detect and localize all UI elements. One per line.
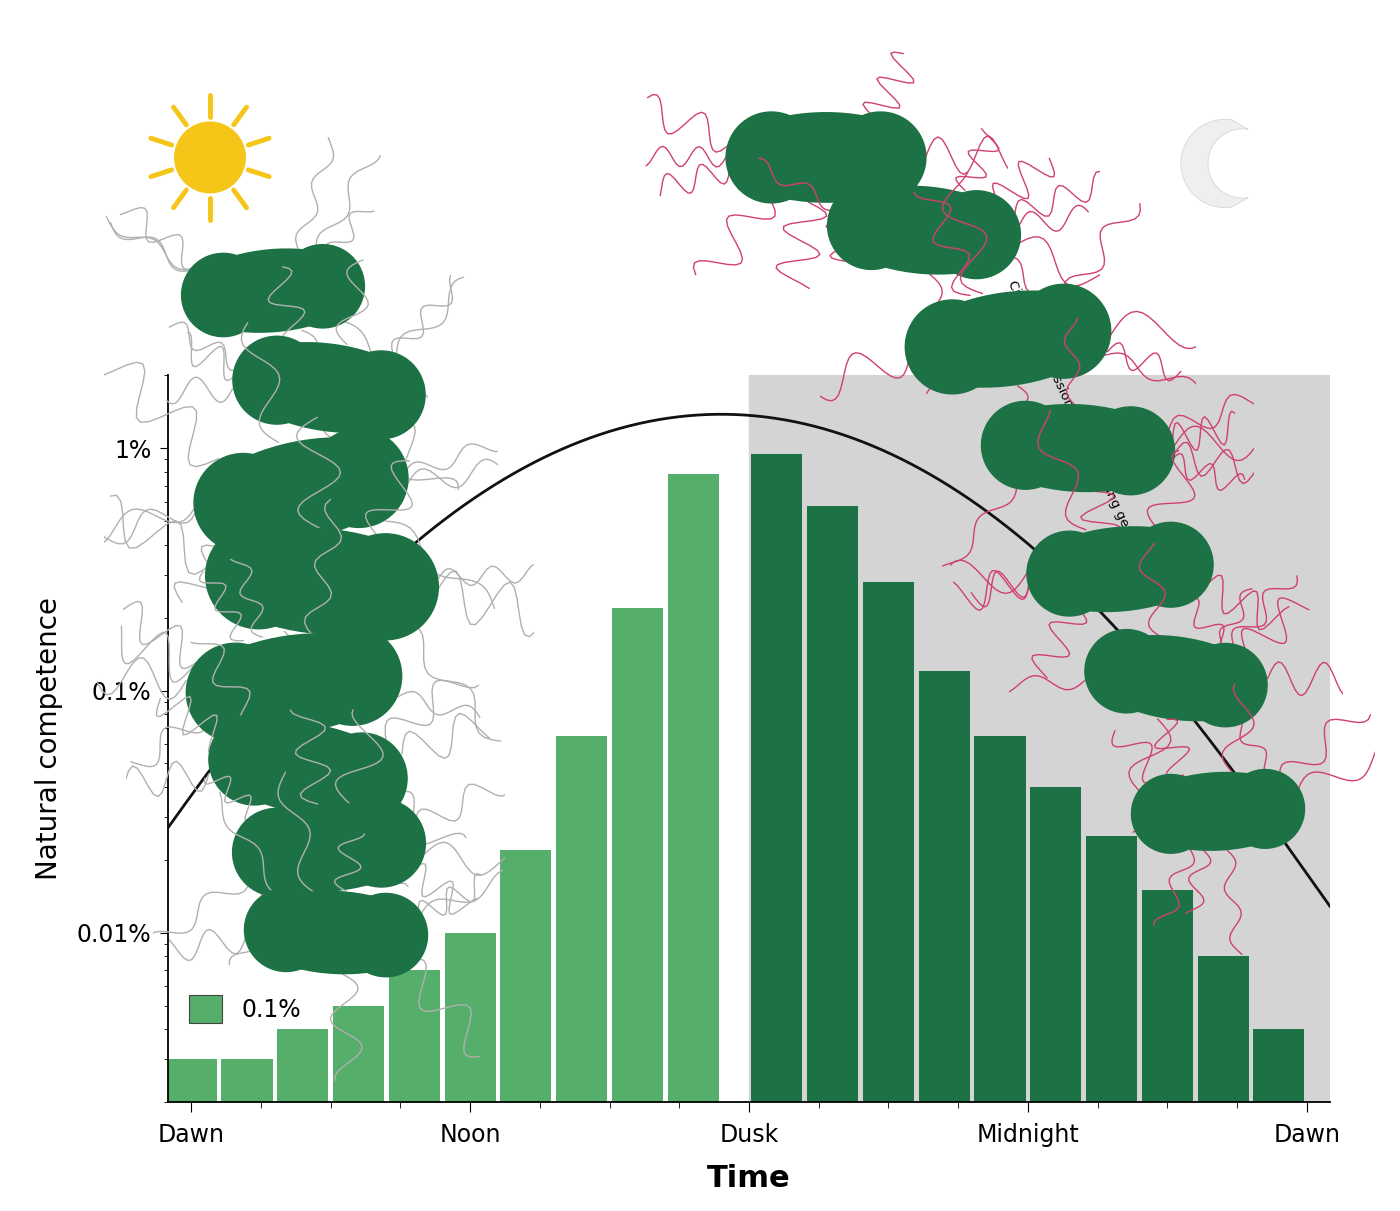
Circle shape xyxy=(1086,407,1175,495)
Circle shape xyxy=(727,113,818,203)
Circle shape xyxy=(209,714,300,805)
Polygon shape xyxy=(1182,120,1247,207)
Circle shape xyxy=(1016,285,1110,378)
Circle shape xyxy=(1028,532,1112,616)
Bar xyxy=(806,506,858,1211)
Bar xyxy=(862,582,914,1211)
Ellipse shape xyxy=(206,528,438,635)
Circle shape xyxy=(834,113,925,203)
Circle shape xyxy=(281,245,364,328)
Circle shape xyxy=(232,337,321,424)
Circle shape xyxy=(206,523,312,629)
Bar xyxy=(500,850,552,1211)
X-axis label: Time: Time xyxy=(707,1164,791,1193)
Circle shape xyxy=(232,809,321,896)
Ellipse shape xyxy=(232,803,426,893)
Circle shape xyxy=(932,191,1021,279)
Circle shape xyxy=(344,894,427,977)
Circle shape xyxy=(182,253,265,337)
Ellipse shape xyxy=(1028,526,1212,613)
Bar xyxy=(1086,837,1137,1211)
Bar xyxy=(752,454,802,1211)
Ellipse shape xyxy=(906,291,1110,388)
Bar xyxy=(918,671,970,1211)
Ellipse shape xyxy=(245,890,427,975)
Bar xyxy=(1142,890,1193,1211)
Text: Circadian expression of dusk peaking genes: Circadian expression of dusk peaking gen… xyxy=(1005,279,1141,550)
Bar xyxy=(668,475,718,1211)
Ellipse shape xyxy=(727,113,925,203)
Bar xyxy=(1253,1029,1305,1211)
Ellipse shape xyxy=(182,248,364,333)
Circle shape xyxy=(337,351,426,438)
Y-axis label: Natural competence: Natural competence xyxy=(35,597,63,880)
Bar xyxy=(221,1060,273,1211)
Ellipse shape xyxy=(1131,771,1305,851)
Ellipse shape xyxy=(1085,635,1267,722)
Circle shape xyxy=(309,429,407,527)
Bar xyxy=(389,970,440,1211)
Circle shape xyxy=(175,122,245,193)
Bar xyxy=(556,736,608,1211)
Circle shape xyxy=(1226,769,1305,848)
Legend: 0.1%: 0.1% xyxy=(179,986,311,1032)
Circle shape xyxy=(186,643,284,741)
Circle shape xyxy=(1184,643,1267,727)
Circle shape xyxy=(195,454,293,552)
Bar xyxy=(333,1005,384,1211)
Circle shape xyxy=(981,401,1070,489)
Bar xyxy=(165,1060,217,1211)
Ellipse shape xyxy=(827,185,1021,275)
Circle shape xyxy=(1085,630,1168,713)
Circle shape xyxy=(316,733,407,823)
Circle shape xyxy=(1128,522,1212,607)
Circle shape xyxy=(1131,775,1210,854)
Ellipse shape xyxy=(981,404,1175,492)
Bar xyxy=(277,1029,329,1211)
Circle shape xyxy=(245,888,328,971)
Circle shape xyxy=(906,300,1000,394)
Circle shape xyxy=(337,799,426,886)
Ellipse shape xyxy=(234,342,424,434)
Ellipse shape xyxy=(186,633,402,735)
Circle shape xyxy=(332,534,438,639)
Bar xyxy=(974,736,1026,1211)
Ellipse shape xyxy=(209,721,407,817)
Bar xyxy=(612,608,664,1211)
Bar xyxy=(1197,957,1249,1211)
Ellipse shape xyxy=(195,437,407,544)
Bar xyxy=(749,375,1330,1102)
Bar xyxy=(1030,787,1081,1211)
Circle shape xyxy=(304,627,402,725)
Circle shape xyxy=(827,182,916,269)
Bar xyxy=(445,932,496,1211)
